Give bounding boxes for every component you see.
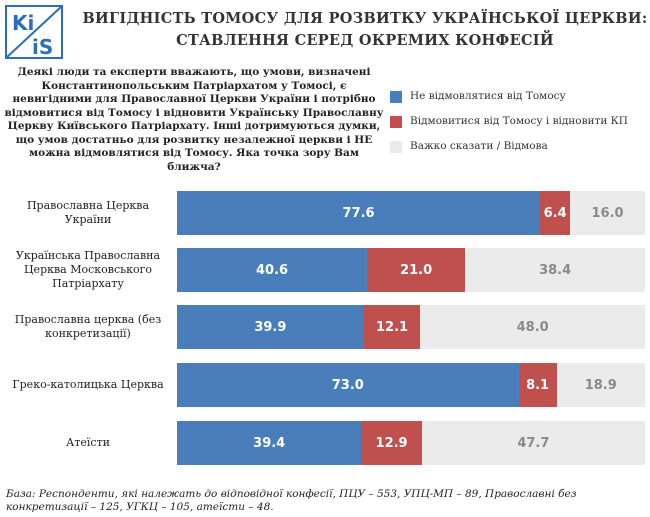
bar-segment: 48.0 [420,305,645,349]
bar-segment: 6.4 [540,191,571,235]
chart-subtitle: СТАВЛЕННЯ СЕРЕД ОКРЕМИХ КОНФЕСІЙ [176,32,554,49]
legend-label: Не відмовлятися від Томосу [410,90,566,102]
bar-segment: 47.7 [421,421,645,465]
logo-diagonal [5,5,63,59]
bar-segment: 73.0 [177,363,519,407]
legend-label: Відмовитися від Томосу і відновити КП [410,115,628,127]
category-label: Греко-католицька Церква [12,378,164,391]
bar-segment: 39.4 [177,421,362,465]
legend-swatch [390,116,402,128]
bar-segment: 12.1 [363,305,421,349]
bar-segment: 12.9 [361,421,422,465]
category-label: Українська Православна Церква Московсько… [15,249,161,290]
legend-swatch [390,141,402,153]
footnote: База: Респонденти, які належать до відпо… [6,488,577,513]
logo: Ki iS [5,5,63,59]
bar-segment: 38.4 [465,248,645,292]
bar-segment: 18.9 [556,363,645,407]
bar-segment: 40.6 [177,248,367,292]
category-label: Атеїсти [65,436,111,449]
category-label: Православна церква (без конкретизації) [14,313,162,340]
bar-segment: 39.9 [177,305,364,349]
question: Деякі люди та експерти вважають, що умов… [4,66,384,173]
legend-label: Важко сказати / Відмова [410,140,548,152]
legend-swatch [390,91,402,103]
chart-title: ВИГІДНІСТЬ ТОМОСУ ДЛЯ РОЗВИТКУ УКРАЇНСЬК… [82,10,648,27]
category-label: Православна Церква України [26,199,150,226]
bar-segment: 8.1 [518,363,557,407]
bar-segment: 77.6 [177,191,541,235]
bar-segment: 21.0 [367,248,466,292]
logo-text: iS [32,35,53,59]
logo-text: Ki [12,11,34,35]
bar-segment: 16.0 [570,191,645,235]
